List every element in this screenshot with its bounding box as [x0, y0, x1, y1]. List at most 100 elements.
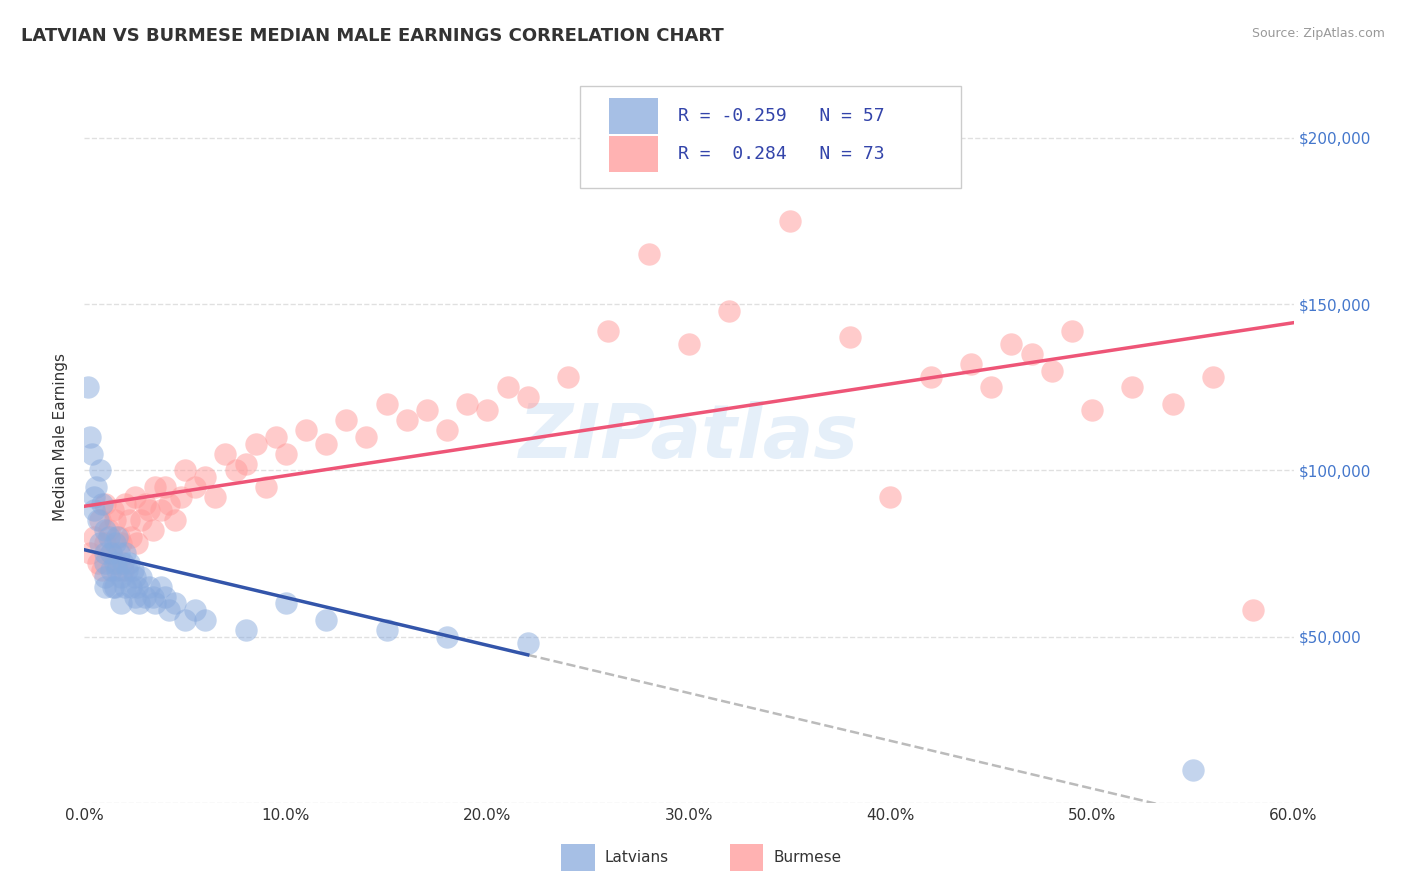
Point: [165, 596, 187, 610]
Point: [134, 590, 156, 604]
Point: [91, 497, 114, 511]
Point: [124, 590, 146, 604]
Point: [174, 463, 197, 477]
Point: [107, 530, 129, 544]
Point: [97, 523, 120, 537]
Point: [124, 490, 146, 504]
Point: [77, 380, 100, 394]
Point: [97, 530, 120, 544]
Point: [1081, 403, 1104, 417]
Point: [114, 546, 136, 560]
Point: [104, 557, 127, 571]
Point: [114, 580, 136, 594]
Point: [87, 557, 110, 571]
Point: [1021, 347, 1043, 361]
Point: [436, 424, 458, 438]
Point: [264, 430, 287, 444]
Point: [315, 613, 337, 627]
Point: [980, 380, 1002, 394]
Point: [91, 563, 114, 577]
Point: [456, 397, 478, 411]
Point: [111, 563, 134, 577]
Point: [184, 603, 207, 617]
Point: [93, 523, 115, 537]
Point: [779, 214, 801, 228]
Point: [1060, 324, 1083, 338]
Point: [1161, 397, 1184, 411]
Point: [104, 513, 127, 527]
Point: [138, 503, 160, 517]
Text: ZIPatlas: ZIPatlas: [519, 401, 859, 474]
Point: [101, 503, 124, 517]
Text: Source: ZipAtlas.com: Source: ZipAtlas.com: [1251, 27, 1385, 40]
Point: [718, 303, 741, 318]
Point: [93, 557, 115, 571]
Point: [557, 370, 579, 384]
Point: [105, 557, 128, 571]
Point: [110, 536, 132, 550]
Point: [165, 513, 187, 527]
Point: [143, 596, 166, 610]
Point: [157, 603, 180, 617]
Point: [254, 480, 277, 494]
Point: [225, 463, 247, 477]
Point: [101, 580, 124, 594]
Point: [100, 563, 122, 577]
FancyBboxPatch shape: [581, 86, 962, 188]
Point: [375, 623, 398, 637]
Point: [194, 470, 217, 484]
Point: [87, 513, 110, 527]
Point: [879, 490, 901, 504]
Point: [214, 447, 236, 461]
Point: [129, 570, 152, 584]
Point: [170, 490, 193, 504]
Point: [1000, 337, 1022, 351]
Point: [335, 413, 357, 427]
Point: [598, 324, 620, 338]
Point: [204, 490, 226, 504]
Point: [142, 590, 165, 604]
Point: [516, 390, 538, 404]
Point: [184, 480, 207, 494]
Point: [79, 430, 101, 444]
Point: [295, 424, 318, 438]
Point: [436, 630, 458, 644]
Point: [153, 480, 176, 494]
Point: [274, 447, 297, 461]
Point: [115, 563, 138, 577]
Text: R =  0.284   N = 73: R = 0.284 N = 73: [678, 145, 884, 163]
Point: [86, 480, 108, 494]
Text: R = -0.259   N = 57: R = -0.259 N = 57: [678, 107, 884, 125]
Point: [477, 403, 499, 417]
Point: [138, 580, 160, 594]
Point: [79, 546, 101, 560]
Point: [153, 590, 176, 604]
Point: [83, 530, 105, 544]
Point: [356, 430, 378, 444]
Point: [174, 613, 197, 627]
Point: [1181, 763, 1204, 777]
Y-axis label: Median Male Earnings: Median Male Earnings: [53, 353, 69, 521]
Point: [1202, 370, 1225, 384]
Point: [89, 536, 111, 550]
Point: [107, 546, 129, 560]
Point: [100, 546, 122, 560]
Point: [110, 596, 132, 610]
Point: [128, 596, 150, 610]
Point: [110, 570, 132, 584]
Point: [395, 413, 418, 427]
Point: [920, 370, 942, 384]
Point: [134, 497, 156, 511]
Point: [194, 613, 217, 627]
Point: [416, 403, 439, 417]
Point: [245, 436, 267, 450]
Point: [315, 436, 337, 450]
Point: [1040, 363, 1063, 377]
Point: [120, 580, 142, 594]
Point: [118, 513, 141, 527]
Point: [149, 503, 172, 517]
Point: [82, 447, 104, 461]
Point: [125, 580, 148, 594]
Point: [1121, 380, 1143, 394]
Point: [104, 536, 127, 550]
